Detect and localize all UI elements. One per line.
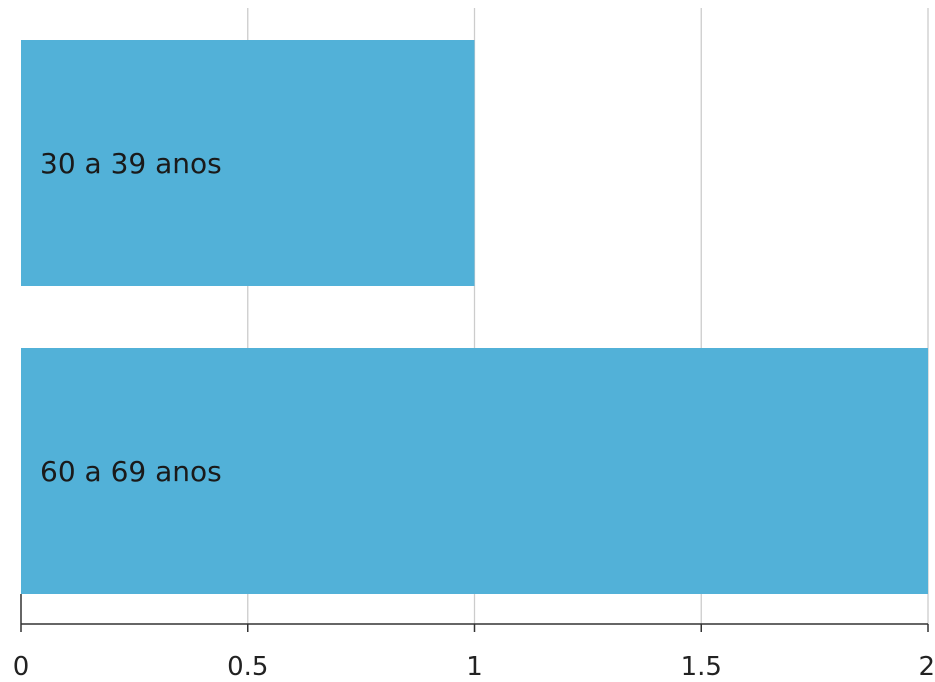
x-tick-label: 0.5 [227,652,268,682]
bar-label: 60 a 69 anos [40,455,222,488]
x-tick-label: 2 [918,652,935,682]
x-tick-label: 1 [466,652,483,682]
x-tick-label: 1.5 [681,652,722,682]
bar [21,348,928,594]
bar-label: 30 a 39 anos [40,147,222,180]
x-axis: 0 0.5 1 1.5 2 [13,594,935,682]
bars: 30 a 39 anos 60 a 69 anos [21,40,928,594]
bar [21,40,475,286]
x-tick-label: 0 [13,652,30,682]
